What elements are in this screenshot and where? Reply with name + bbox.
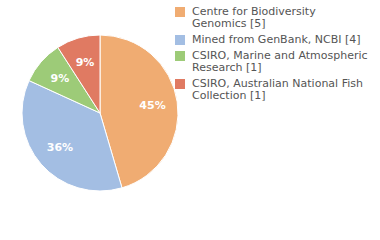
html-text:CSIRO, Marine and Atmospheric: CSIRO, Marine and Atmospheric Research [… bbox=[192, 49, 368, 74]
svg-text:36%: 36% bbox=[47, 141, 73, 154]
html-text:Mined from GenBank, NCBI [4]: Mined from GenBank, NCBI [4] bbox=[192, 33, 361, 46]
html-text:Centre for Biodiversity Genomi: Centre for Biodiversity Genomics [5] bbox=[192, 5, 316, 30]
svg-text:9%: 9% bbox=[76, 56, 95, 69]
html-text:CSIRO, Australian National Fis: CSIRO, Australian National Fish Collecti… bbox=[192, 77, 363, 102]
svg-text:45%: 45% bbox=[139, 99, 165, 112]
svg-text:9%: 9% bbox=[51, 72, 70, 85]
